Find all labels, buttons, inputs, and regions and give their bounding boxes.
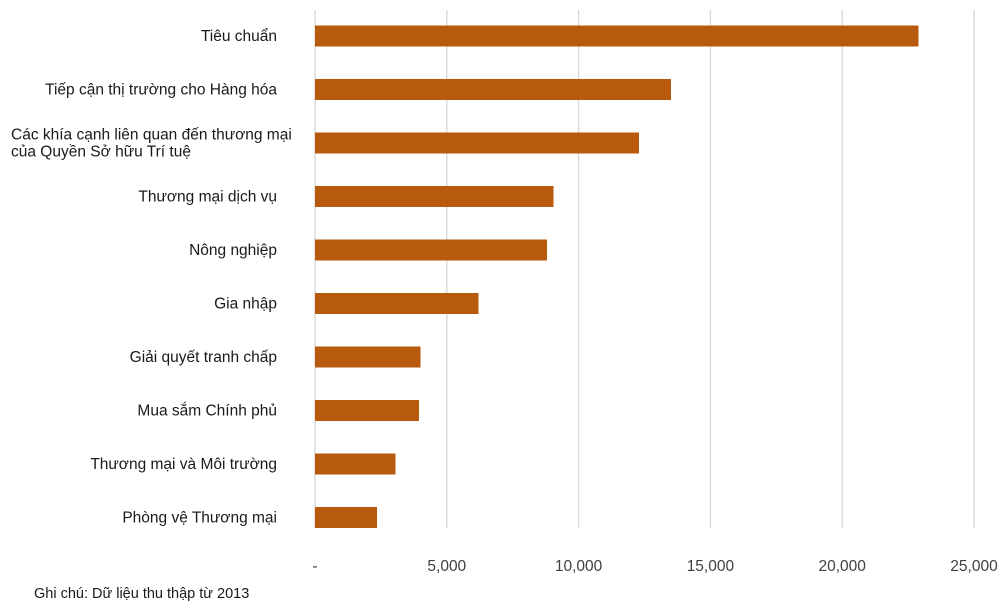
category-label-line: Thương mại và Môi trường (90, 456, 277, 473)
x-axis-tick-labels: - 5,000 10,000 15,000 20,000 25,000 (312, 558, 998, 575)
bar (315, 132, 640, 154)
category-label-line: Tiếp cận thị trường cho Hàng hóa (45, 82, 277, 99)
bar (315, 79, 671, 100)
x-tick-label: 20,000 (818, 558, 866, 575)
category-label: Nông nghiệp (189, 242, 277, 259)
category-label-line: Thương mại dịch vụ (138, 189, 277, 206)
category-labels: Tiêu chuẩn Tiếp cận thị trường cho Hàng h… (11, 28, 292, 527)
category-label: Giải quyết tranh chấp (130, 349, 277, 366)
category-label-line: Phòng vệ Thương mại (122, 510, 277, 527)
category-label: Thương mại dịch vụ (138, 189, 277, 206)
category-label: Mua sắm Chính phủ (137, 403, 277, 420)
category-label: Tiếp cận thị trường cho Hàng hóa (45, 82, 277, 99)
bar (315, 293, 479, 314)
bar (315, 186, 554, 207)
bar (315, 239, 547, 261)
x-tick-label: 15,000 (687, 558, 735, 575)
bar (315, 507, 377, 528)
category-label: Thương mại và Môi trường (90, 456, 277, 473)
category-label-line: Gia nhập (214, 296, 277, 313)
bar (315, 25, 919, 47)
category-label: Phòng vệ Thương mại (122, 510, 277, 527)
bars (315, 25, 919, 528)
bar (315, 400, 420, 421)
bar (315, 453, 396, 475)
category-label-line: Các khía cạnh liên quan đến thương mại (11, 127, 292, 144)
category-label-line: Giải quyết tranh chấp (130, 349, 277, 366)
category-label-line: Mua sắm Chính phủ (137, 403, 277, 420)
x-tick-label: - (312, 558, 317, 575)
x-tick-label: 5,000 (427, 558, 466, 575)
category-label: Tiêu chuẩn (201, 28, 277, 45)
x-tick-label: 10,000 (555, 558, 603, 575)
x-tick-label: 25,000 (950, 558, 998, 575)
category-label: Các khía cạnh liên quan đến thương mại củ… (11, 127, 292, 161)
category-label: Gia nhập (214, 296, 277, 313)
category-label-line: Nông nghiệp (189, 242, 277, 259)
footnote: Ghi chú: Dữ liệu thu thập từ 2013 (34, 586, 250, 602)
category-label-line: Tiêu chuẩn (201, 28, 277, 45)
bar (315, 346, 421, 368)
category-label-line: của Quyền Sở hữu Trí tuệ (11, 144, 191, 161)
